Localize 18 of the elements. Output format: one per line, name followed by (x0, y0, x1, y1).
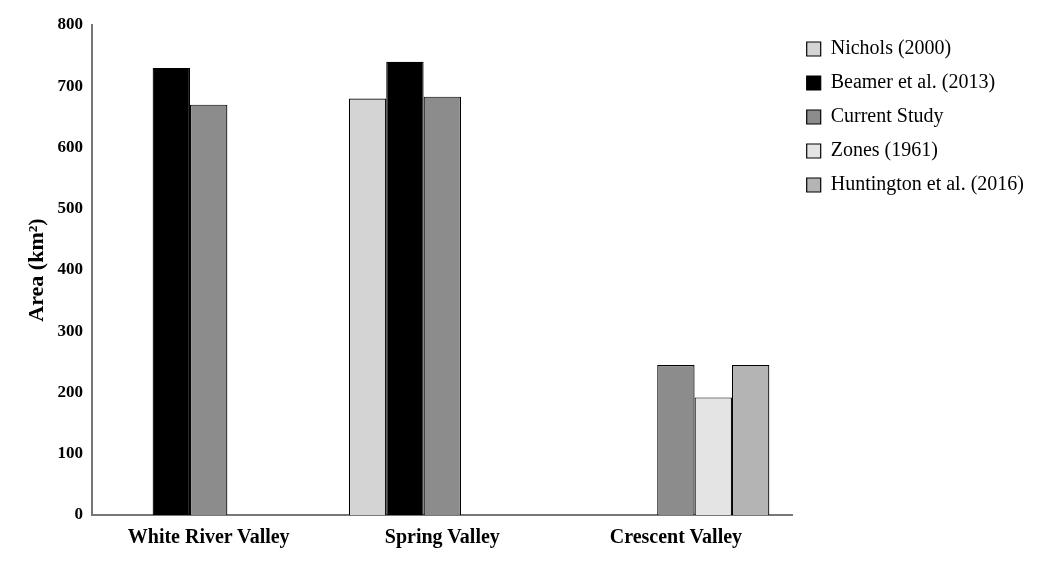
y-tick-label: 300 (57, 320, 83, 340)
x-tick-label: Spring Valley (384, 525, 500, 549)
y-tick-label: 400 (57, 259, 83, 279)
y-tick-label: 200 (57, 381, 83, 401)
legend-label: Nichols (2000) (830, 36, 952, 60)
legend-label: Zones (1961) (830, 138, 938, 162)
legend-label: Beamer et al. (2013) (830, 70, 996, 94)
legend-label: Current Study (830, 104, 944, 128)
legend-label: Huntington et al. (2016) (830, 172, 1025, 196)
y-tick-label: 600 (57, 136, 83, 156)
y-tick-label: 800 (57, 14, 83, 34)
y-tick-label: 100 (57, 443, 83, 463)
x-tick-label: White River Valley (127, 525, 290, 549)
x-tick-label: Crescent Valley (609, 525, 743, 549)
y-tick-label: 700 (57, 75, 83, 95)
y-tick-label: 500 (57, 198, 83, 218)
y-tick-label: 0 (74, 504, 83, 524)
y-axis-title: Area (km²) (22, 218, 48, 322)
